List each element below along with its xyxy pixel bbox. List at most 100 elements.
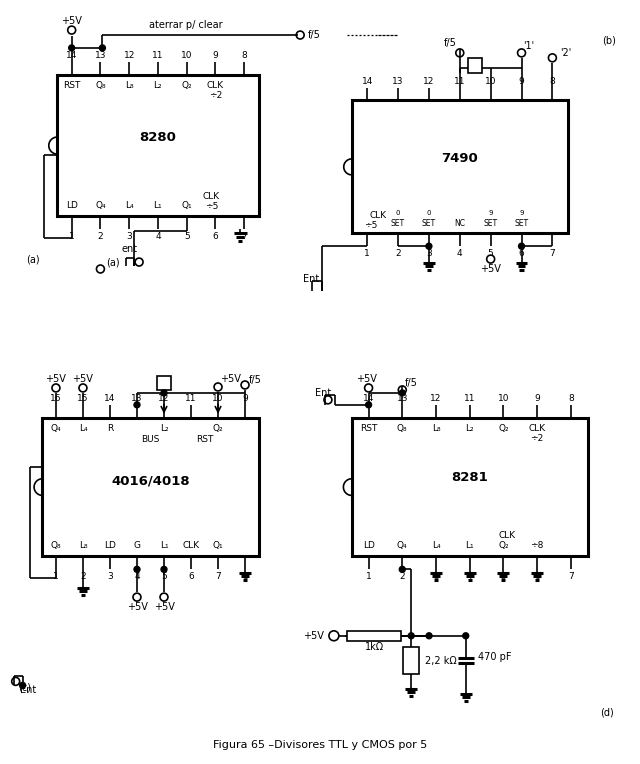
Circle shape — [134, 566, 140, 572]
Text: 6: 6 — [518, 248, 524, 257]
Circle shape — [161, 390, 167, 396]
Text: G: G — [134, 541, 140, 550]
Bar — [42, 418, 259, 556]
Text: Q₂: Q₂ — [212, 424, 223, 433]
Circle shape — [20, 682, 26, 688]
Text: 3: 3 — [433, 571, 439, 581]
Circle shape — [399, 566, 405, 572]
Circle shape — [518, 243, 525, 249]
Text: 14: 14 — [363, 394, 374, 403]
Text: +5V: +5V — [303, 631, 324, 641]
Text: 11: 11 — [185, 394, 196, 403]
Text: aterrar p/ clear: aterrar p/ clear — [149, 20, 223, 30]
Text: 14: 14 — [362, 77, 373, 86]
Circle shape — [463, 633, 468, 639]
Text: L₄: L₄ — [79, 424, 87, 433]
Text: ÷5: ÷5 — [364, 221, 377, 230]
Text: 11: 11 — [464, 394, 476, 403]
Text: LD: LD — [363, 541, 374, 550]
Text: 8: 8 — [568, 394, 573, 403]
Text: 3: 3 — [426, 248, 432, 257]
Text: +5V: +5V — [127, 602, 147, 612]
Text: 3: 3 — [126, 231, 132, 241]
Text: CLK: CLK — [499, 531, 516, 540]
Text: 1: 1 — [53, 571, 59, 581]
Text: 4016/4018: 4016/4018 — [111, 474, 190, 487]
Text: '2': '2' — [561, 48, 572, 58]
Text: 2: 2 — [80, 571, 86, 581]
Text: NC: NC — [454, 219, 465, 228]
Text: 9: 9 — [242, 394, 248, 403]
Text: f/5: f/5 — [308, 30, 321, 40]
Text: ÷8: ÷8 — [531, 541, 544, 550]
Text: L₂: L₂ — [159, 424, 168, 433]
Text: 14: 14 — [66, 51, 77, 60]
Text: (b): (b) — [602, 36, 616, 46]
Text: Q₈: Q₈ — [397, 424, 408, 433]
Text: 13: 13 — [392, 77, 404, 86]
Text: SET: SET — [515, 219, 529, 228]
Text: 8: 8 — [550, 77, 556, 86]
Text: Q₁: Q₁ — [212, 541, 223, 550]
Text: +5V: +5V — [154, 602, 175, 612]
Text: 0: 0 — [427, 210, 431, 216]
Text: Q₈: Q₈ — [51, 541, 61, 550]
Circle shape — [161, 566, 167, 572]
Text: f/5: f/5 — [444, 38, 457, 48]
Text: f/5: f/5 — [249, 375, 262, 385]
Text: 12: 12 — [124, 51, 135, 60]
Text: 10: 10 — [212, 394, 224, 403]
Text: CLK: CLK — [529, 424, 546, 433]
Text: 10: 10 — [485, 77, 497, 86]
Circle shape — [99, 45, 106, 51]
Text: L₄: L₄ — [431, 541, 440, 550]
Text: LD: LD — [104, 541, 116, 550]
Text: 11: 11 — [454, 77, 465, 86]
Text: 7490: 7490 — [442, 153, 478, 166]
Text: 1: 1 — [68, 231, 74, 241]
Text: 4: 4 — [457, 248, 463, 257]
Text: 5: 5 — [488, 248, 493, 257]
Bar — [58, 75, 259, 216]
Text: 4: 4 — [155, 231, 161, 241]
Text: 9: 9 — [212, 51, 218, 60]
Text: CLK: CLK — [203, 192, 220, 201]
Text: Q₁: Q₁ — [181, 201, 192, 210]
Text: 9: 9 — [519, 210, 524, 216]
Text: Q₄: Q₄ — [51, 424, 61, 433]
Text: Q₂: Q₂ — [498, 541, 509, 550]
Text: 7: 7 — [550, 248, 556, 257]
Text: L₂: L₂ — [465, 424, 474, 433]
Text: L₁: L₁ — [159, 541, 168, 550]
Text: Ent: Ent — [20, 685, 36, 695]
Text: +5V: +5V — [72, 374, 93, 384]
Text: ÷5: ÷5 — [205, 202, 218, 211]
Bar — [347, 631, 401, 641]
Text: 470 pF: 470 pF — [477, 652, 511, 662]
Text: f/5: f/5 — [405, 378, 418, 388]
Text: 8: 8 — [242, 571, 248, 581]
Text: CLK: CLK — [207, 81, 224, 90]
Text: RST: RST — [196, 435, 213, 444]
Text: ÷2: ÷2 — [531, 434, 544, 443]
Text: L₈: L₈ — [431, 424, 440, 433]
Text: RST: RST — [360, 424, 377, 433]
Text: 12: 12 — [158, 394, 170, 403]
Text: '1': '1' — [524, 41, 534, 51]
Text: L₂: L₂ — [154, 81, 162, 90]
Text: SET: SET — [391, 219, 405, 228]
Text: 9: 9 — [488, 210, 493, 216]
Text: 15: 15 — [77, 394, 89, 403]
Circle shape — [426, 633, 432, 639]
Text: 5: 5 — [161, 571, 167, 581]
Text: 16: 16 — [50, 394, 61, 403]
Text: (a): (a) — [107, 257, 120, 267]
Text: (c): (c) — [18, 682, 31, 692]
Text: 2: 2 — [98, 231, 103, 241]
Bar — [468, 58, 482, 73]
Circle shape — [68, 45, 75, 51]
Text: 11: 11 — [152, 51, 164, 60]
Text: L₈: L₈ — [79, 541, 87, 550]
Text: Q₈: Q₈ — [95, 81, 106, 90]
Text: R: R — [107, 424, 113, 433]
